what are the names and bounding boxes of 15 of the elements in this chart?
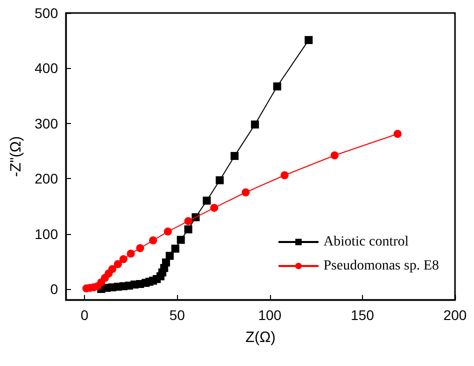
y-axis-title: -Z"(Ω)	[8, 136, 25, 177]
x-tick-label: 150	[350, 307, 374, 323]
legend-label: Abiotic control	[324, 234, 409, 250]
y-tick-label: 100	[34, 226, 58, 242]
x-tick-label: 100	[258, 307, 282, 323]
y-tick-label: 300	[34, 115, 58, 132]
x-tick-label: 200	[443, 307, 467, 323]
legend-label: Pseudomonas sp. E8	[324, 258, 439, 274]
y-tick-label: 200	[34, 170, 58, 187]
y-tick-label: 500	[34, 5, 58, 21]
x-tick-label: 50	[169, 307, 186, 323]
x-axis-title: Z(Ω)	[245, 329, 276, 346]
x-tick-label: 0	[80, 307, 89, 323]
y-tick-label: 400	[34, 60, 58, 76]
y-tick-label: 0	[50, 280, 58, 297]
